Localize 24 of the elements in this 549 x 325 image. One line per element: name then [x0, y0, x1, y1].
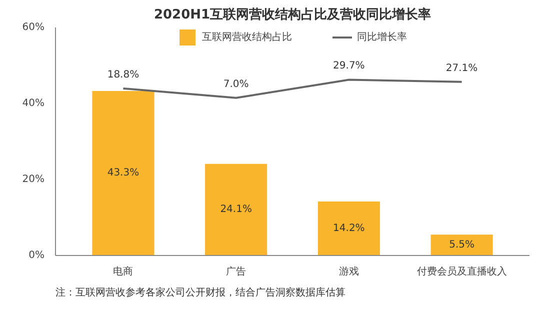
x-tick-label: 广告	[226, 266, 246, 278]
data-label: 43.3%	[107, 168, 140, 179]
bar	[205, 164, 268, 256]
y-tick-label: 0%	[28, 250, 45, 261]
data-label: 24.1%	[220, 204, 252, 216]
data-label: 14.2%	[333, 223, 365, 234]
chart-title: 2020H1互联网营收结构占比及营收同比增长率	[154, 6, 432, 22]
data-label: 5.5%	[449, 240, 474, 251]
bar	[92, 90, 154, 256]
data-label: 29.7%	[333, 60, 365, 72]
bar	[318, 202, 380, 256]
x-tick-label: 游戏	[338, 266, 359, 278]
y-tick-label: 40%	[22, 98, 45, 109]
data-label: 7.0%	[223, 78, 249, 90]
bar	[430, 234, 493, 256]
legend-label: 互联网营收结构占比	[202, 30, 292, 44]
y-tick-label: 60%	[22, 22, 45, 33]
x-tick-label: 电商	[113, 266, 134, 278]
text: 注：互联网营收参考各家公司公开财报，结合广告洞察数据库估算	[56, 286, 346, 298]
y-tick-label: 20%	[22, 174, 45, 185]
data-label: 27.1%	[446, 62, 478, 74]
legend-label: 同比增长率	[357, 30, 407, 44]
x-tick-label: 付费会员及直播收入	[416, 266, 507, 278]
data-label: 18.8%	[107, 69, 140, 80]
